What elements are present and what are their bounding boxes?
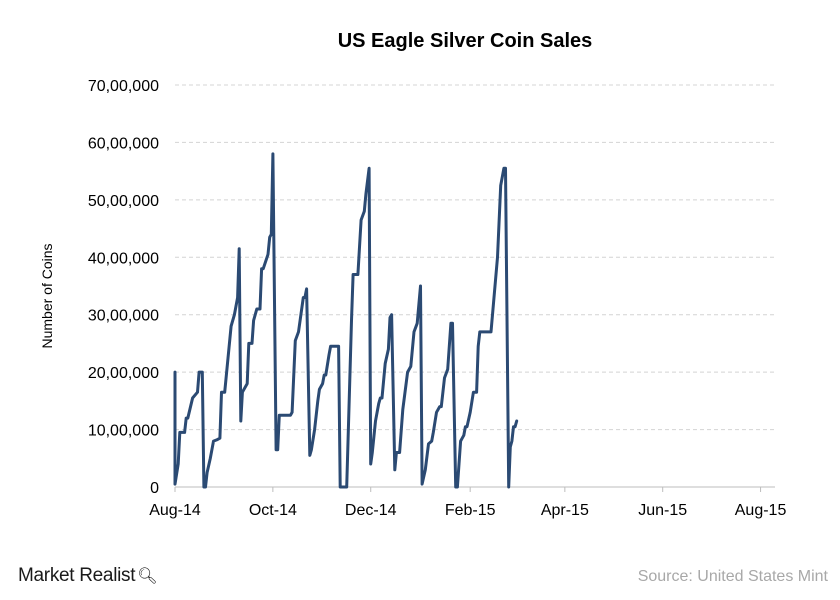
x-axis xyxy=(174,486,775,492)
y-tick-label: 40,00,000 xyxy=(88,250,159,267)
y-tick-label: 10,00,000 xyxy=(88,423,159,440)
y-tick-label: 70,00,000 xyxy=(88,78,159,95)
y-tick-label: 30,00,000 xyxy=(88,308,159,325)
x-tick-label: Feb-15 xyxy=(445,502,496,519)
y-axis-label: Number of Coins xyxy=(39,243,55,348)
y-tick-label: 50,00,000 xyxy=(88,193,159,210)
magnifier-icon: 🔍︎ xyxy=(137,568,158,585)
source-note: Source: United States Mint xyxy=(637,568,828,585)
x-tick-label: Aug-14 xyxy=(149,502,201,519)
y-axis-tick-labels: 0 10,00,000 20,00,000 30,00,000 40,00,000 50,… xyxy=(88,78,159,497)
y-tick-label: 20,00,000 xyxy=(88,365,159,382)
y-tick-label: 60,00,000 xyxy=(88,135,159,152)
brand-logo: Market Realist 🔍︎ xyxy=(18,565,158,587)
x-tick-label: Aug-15 xyxy=(735,502,787,519)
series-layer xyxy=(173,152,519,489)
x-tick-label: Dec-14 xyxy=(345,502,397,519)
series-line xyxy=(173,152,519,489)
y-tick-label: 0 xyxy=(150,480,159,497)
gridlines xyxy=(175,84,775,431)
brand-name: Market Realist xyxy=(18,565,136,586)
x-tick-label: Jun-15 xyxy=(638,502,687,519)
x-tick-label: Apr-15 xyxy=(541,502,589,519)
x-axis-tick-labels: Aug-14 Oct-14 Dec-14 Feb-15 Apr-15 Jun-15 Aug-… xyxy=(149,502,786,519)
chart-title: US Eagle Silver Coin Sales xyxy=(337,30,593,52)
x-tick-label: Oct-14 xyxy=(249,502,297,519)
